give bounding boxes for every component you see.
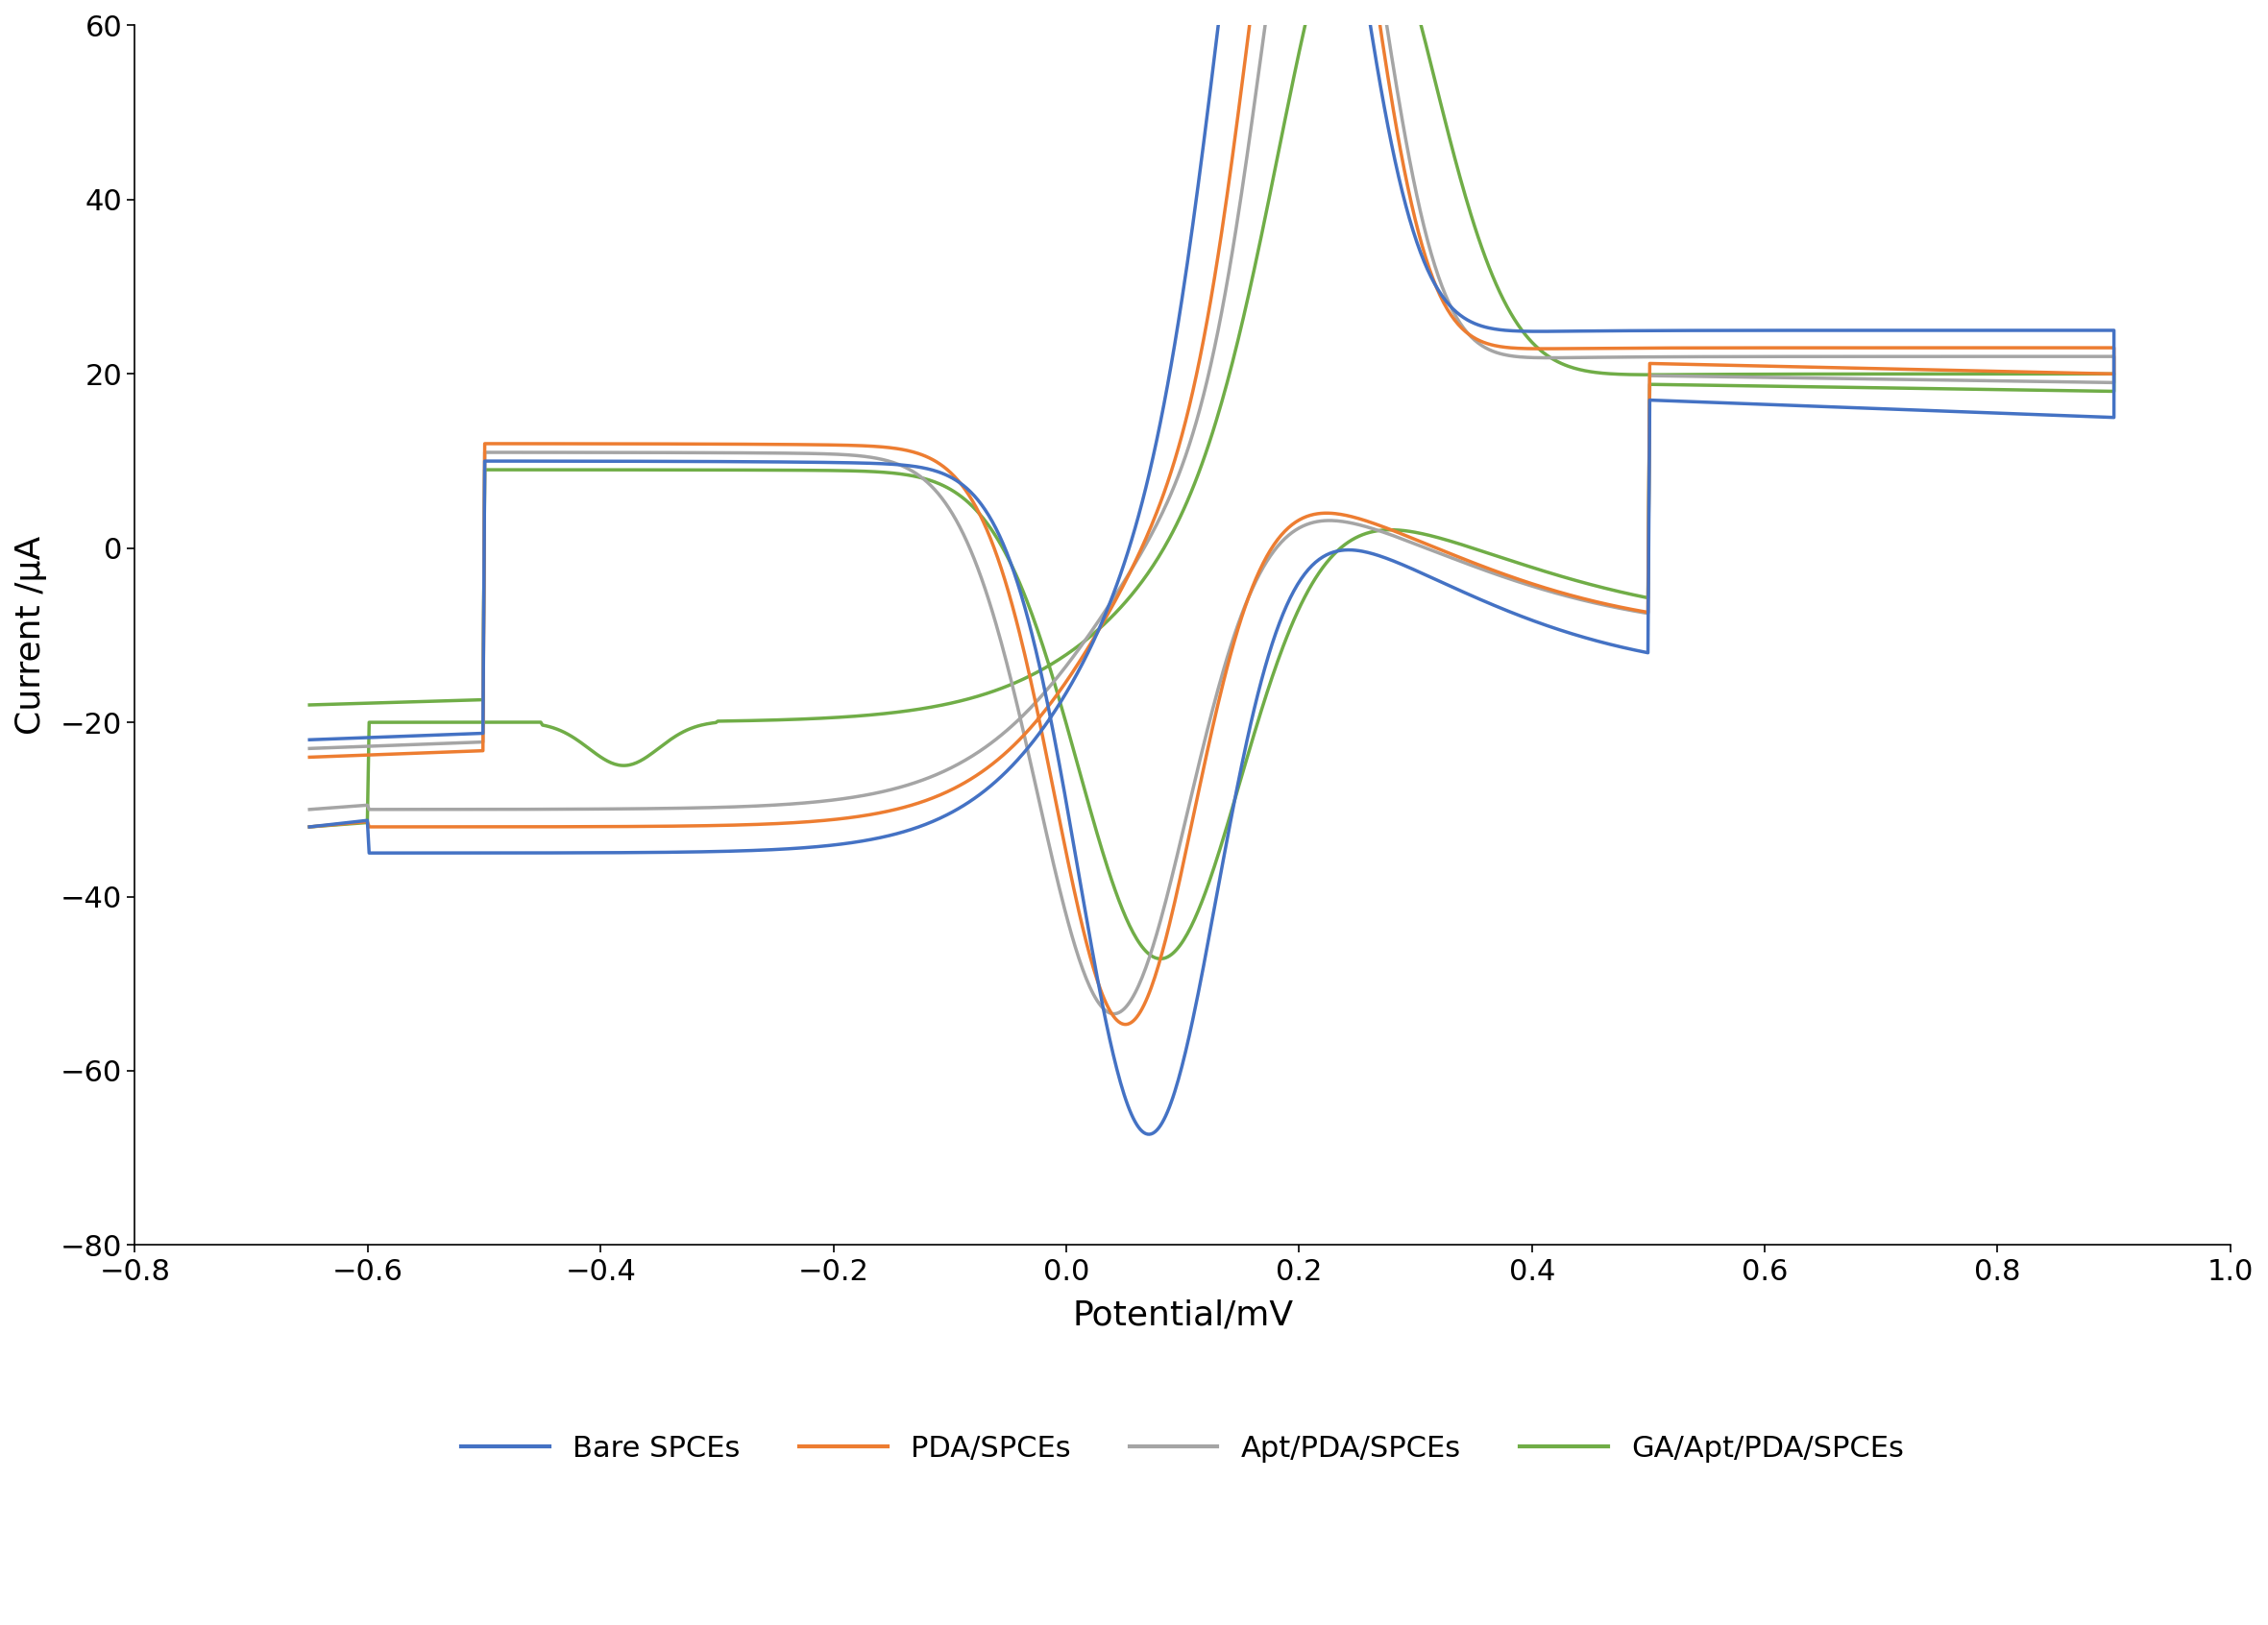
Legend: Bare SPCEs, PDA/SPCEs, Apt/PDA/SPCEs, GA/Apt/PDA/SPCEs: Bare SPCEs, PDA/SPCEs, Apt/PDA/SPCEs, GA… (449, 1424, 1916, 1474)
Y-axis label: Current /µA: Current /µA (14, 536, 48, 734)
X-axis label: Potential/mV: Potential/mV (1073, 1298, 1293, 1331)
